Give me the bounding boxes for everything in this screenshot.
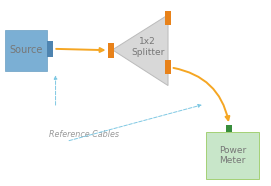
Text: Source: Source bbox=[10, 45, 43, 55]
Text: Reference Cables: Reference Cables bbox=[49, 130, 119, 139]
FancyBboxPatch shape bbox=[226, 125, 232, 132]
Polygon shape bbox=[112, 15, 168, 86]
Text: 1x2
Splitter: 1x2 Splitter bbox=[131, 37, 164, 57]
Text: Power
Meter: Power Meter bbox=[219, 146, 246, 165]
FancyBboxPatch shape bbox=[165, 60, 171, 74]
FancyBboxPatch shape bbox=[5, 30, 47, 71]
FancyBboxPatch shape bbox=[47, 41, 53, 57]
FancyBboxPatch shape bbox=[206, 132, 259, 179]
FancyBboxPatch shape bbox=[165, 11, 171, 25]
FancyBboxPatch shape bbox=[108, 43, 114, 58]
